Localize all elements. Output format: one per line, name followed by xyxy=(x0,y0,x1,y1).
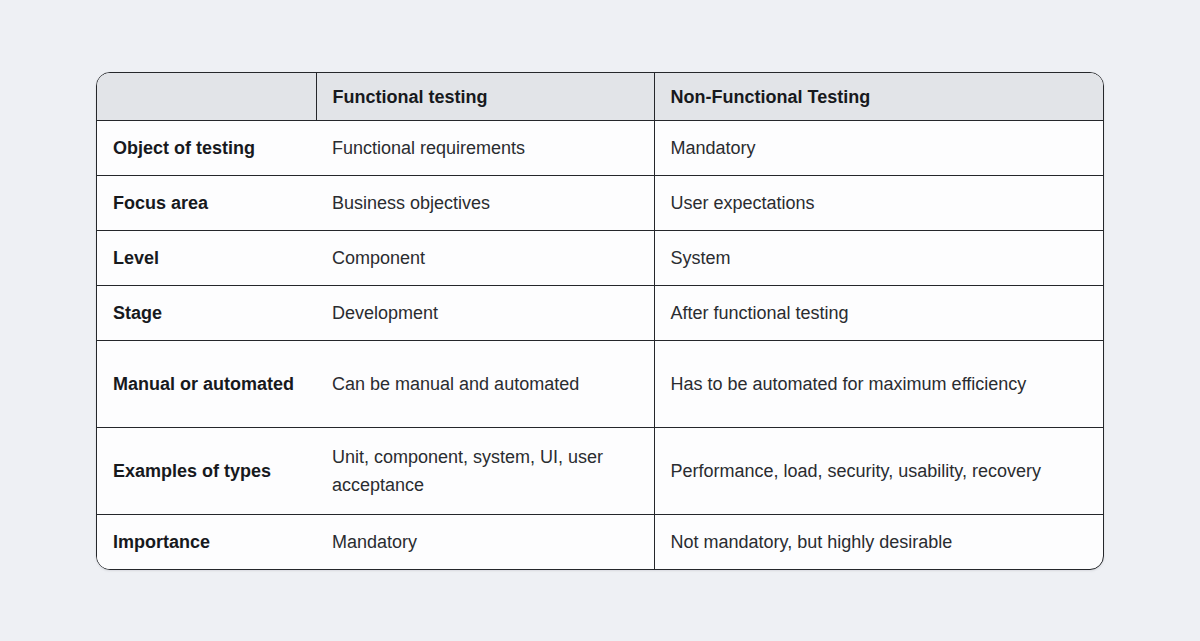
table-row: Stage Development After functional testi… xyxy=(97,286,1103,341)
row-label: Object of testing xyxy=(97,121,316,176)
cell-functional: Unit, component, system, UI, user accept… xyxy=(316,428,654,515)
cell-non-functional: Not mandatory, but highly desirable xyxy=(654,515,1103,570)
header-row: Functional testing Non-Functional Testin… xyxy=(97,73,1103,121)
cell-non-functional: User expectations xyxy=(654,176,1103,231)
table-row: Manual or automated Can be manual and au… xyxy=(97,341,1103,428)
table-row: Level Component System xyxy=(97,231,1103,286)
cell-functional: Component xyxy=(316,231,654,286)
cell-functional: Mandatory xyxy=(316,515,654,570)
table-header: Functional testing Non-Functional Testin… xyxy=(97,73,1103,121)
row-label: Importance xyxy=(97,515,316,570)
table-row: Examples of types Unit, component, syste… xyxy=(97,428,1103,515)
row-label: Manual or automated xyxy=(97,341,316,428)
cell-non-functional: Mandatory xyxy=(654,121,1103,176)
row-label: Focus area xyxy=(97,176,316,231)
cell-non-functional: System xyxy=(654,231,1103,286)
cell-functional: Can be manual and automated xyxy=(316,341,654,428)
cell-non-functional: Has to be automated for maximum efficien… xyxy=(654,341,1103,428)
cell-non-functional: Performance, load, security, usability, … xyxy=(654,428,1103,515)
cell-functional: Development xyxy=(316,286,654,341)
row-label: Level xyxy=(97,231,316,286)
row-label: Examples of types xyxy=(97,428,316,515)
table-row: Focus area Business objectives User expe… xyxy=(97,176,1103,231)
table-body: Object of testing Functional requirement… xyxy=(97,121,1103,570)
table-row: Importance Mandatory Not mandatory, but … xyxy=(97,515,1103,570)
header-cell-empty xyxy=(97,73,316,121)
comparison-table: Functional testing Non-Functional Testin… xyxy=(97,73,1103,569)
cell-functional: Functional requirements xyxy=(316,121,654,176)
row-label: Stage xyxy=(97,286,316,341)
comparison-table-container: Functional testing Non-Functional Testin… xyxy=(96,72,1104,570)
table-row: Object of testing Functional requirement… xyxy=(97,121,1103,176)
header-cell-functional: Functional testing xyxy=(316,73,654,121)
header-cell-non-functional: Non-Functional Testing xyxy=(654,73,1103,121)
cell-non-functional: After functional testing xyxy=(654,286,1103,341)
cell-functional: Business objectives xyxy=(316,176,654,231)
